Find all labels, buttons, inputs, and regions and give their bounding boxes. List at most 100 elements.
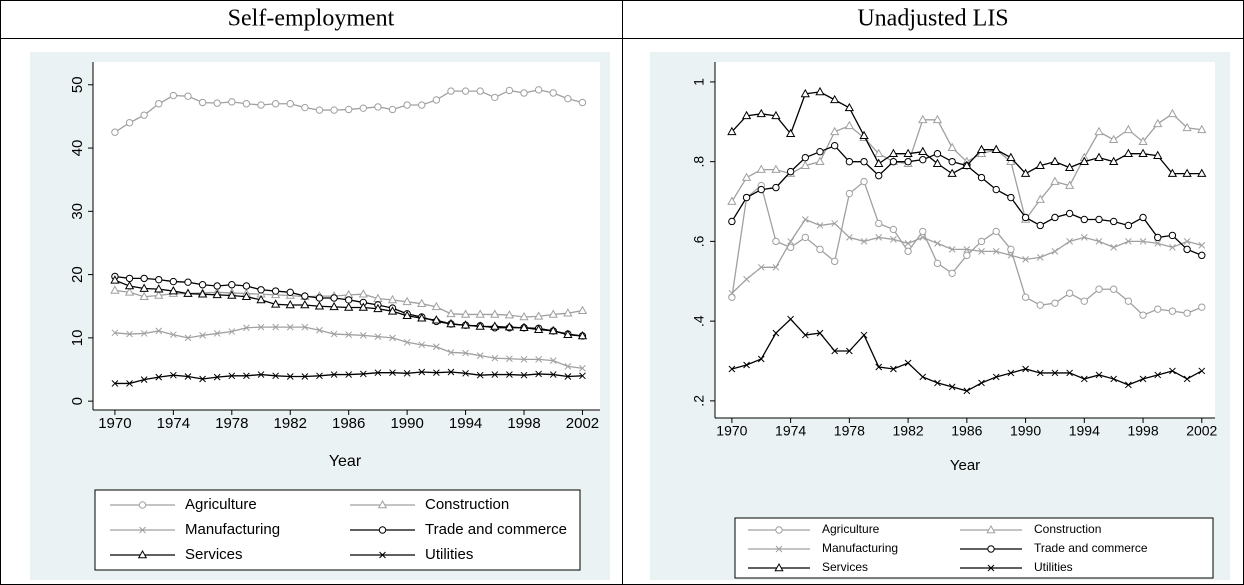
marker: [801, 153, 810, 162]
marker: [520, 371, 528, 379]
marker: [460, 309, 471, 318]
marker: [316, 372, 323, 380]
marker: [564, 94, 572, 103]
marker: [1198, 251, 1206, 260]
x-tick-label: 1974: [157, 415, 190, 432]
marker: [564, 362, 572, 370]
marker: [154, 284, 164, 293]
marker: [785, 128, 796, 138]
marker: [1110, 244, 1118, 251]
marker: [1095, 371, 1103, 379]
marker: [904, 157, 912, 166]
marker: [491, 354, 499, 362]
marker: [728, 289, 736, 297]
marker: [1050, 156, 1060, 165]
y-tick-label: .8: [691, 156, 707, 168]
marker: [169, 277, 178, 286]
marker: [904, 247, 912, 256]
marker: [241, 291, 252, 301]
y-tick-label: 50: [69, 76, 86, 93]
marker: [830, 126, 840, 136]
marker: [1198, 303, 1206, 311]
legend-label: Utilities: [425, 546, 473, 563]
marker: [301, 103, 309, 112]
marker: [447, 368, 455, 376]
marker: [963, 387, 971, 395]
marker: [475, 321, 485, 330]
marker: [140, 274, 148, 283]
marker: [520, 89, 528, 97]
marker: [564, 373, 572, 380]
marker: [978, 248, 985, 255]
marker: [378, 526, 387, 534]
marker: [344, 296, 353, 304]
marker: [743, 361, 750, 369]
marker: [1154, 240, 1162, 247]
marker: [860, 157, 868, 166]
marker: [389, 334, 396, 342]
marker: [242, 100, 251, 108]
marker: [155, 327, 163, 335]
marker: [374, 333, 382, 340]
marker: [504, 322, 515, 331]
marker: [403, 338, 411, 346]
marker: [775, 526, 783, 534]
marker: [110, 275, 120, 284]
marker: [579, 372, 586, 380]
marker: [506, 371, 513, 378]
marker: [888, 148, 899, 157]
marker: [918, 146, 928, 155]
marker: [520, 356, 528, 363]
x-tick-label: 1982: [893, 423, 924, 439]
marker: [1006, 152, 1016, 161]
marker: [1022, 255, 1029, 263]
marker: [1035, 194, 1045, 203]
marker: [1183, 238, 1191, 245]
y-tick-label: 30: [69, 203, 86, 220]
marker: [111, 329, 119, 337]
marker: [774, 562, 784, 572]
marker: [1064, 162, 1075, 171]
marker: [535, 370, 542, 378]
marker: [490, 321, 500, 330]
marker: [1080, 375, 1088, 383]
marker: [875, 219, 883, 228]
marker: [963, 246, 971, 253]
marker: [461, 87, 470, 95]
marker: [138, 501, 147, 509]
marker: [198, 281, 207, 289]
marker: [1153, 118, 1163, 128]
marker: [1169, 244, 1176, 251]
marker: [963, 251, 971, 260]
marker: [389, 369, 396, 377]
marker: [577, 330, 588, 340]
marker: [417, 298, 427, 308]
marker: [1036, 221, 1044, 230]
x-tick-label: 1998: [1127, 423, 1158, 439]
marker: [111, 380, 119, 387]
marker: [1035, 160, 1045, 169]
marker: [170, 331, 177, 339]
marker: [199, 375, 206, 383]
marker: [432, 96, 441, 104]
legend-label: Services: [185, 546, 243, 563]
marker: [1007, 369, 1015, 377]
marker: [184, 334, 192, 342]
marker: [1006, 156, 1016, 165]
marker: [890, 236, 897, 243]
marker: [490, 309, 500, 318]
marker: [741, 110, 752, 120]
marker: [1095, 285, 1103, 293]
marker: [533, 311, 544, 320]
marker: [519, 311, 529, 321]
marker: [345, 331, 353, 339]
marker: [110, 285, 120, 294]
marker: [184, 373, 192, 380]
marker: [285, 299, 295, 309]
marker: [286, 373, 294, 380]
marker: [549, 371, 557, 378]
marker: [315, 294, 324, 302]
marker: [1021, 213, 1030, 222]
marker: [270, 299, 281, 308]
